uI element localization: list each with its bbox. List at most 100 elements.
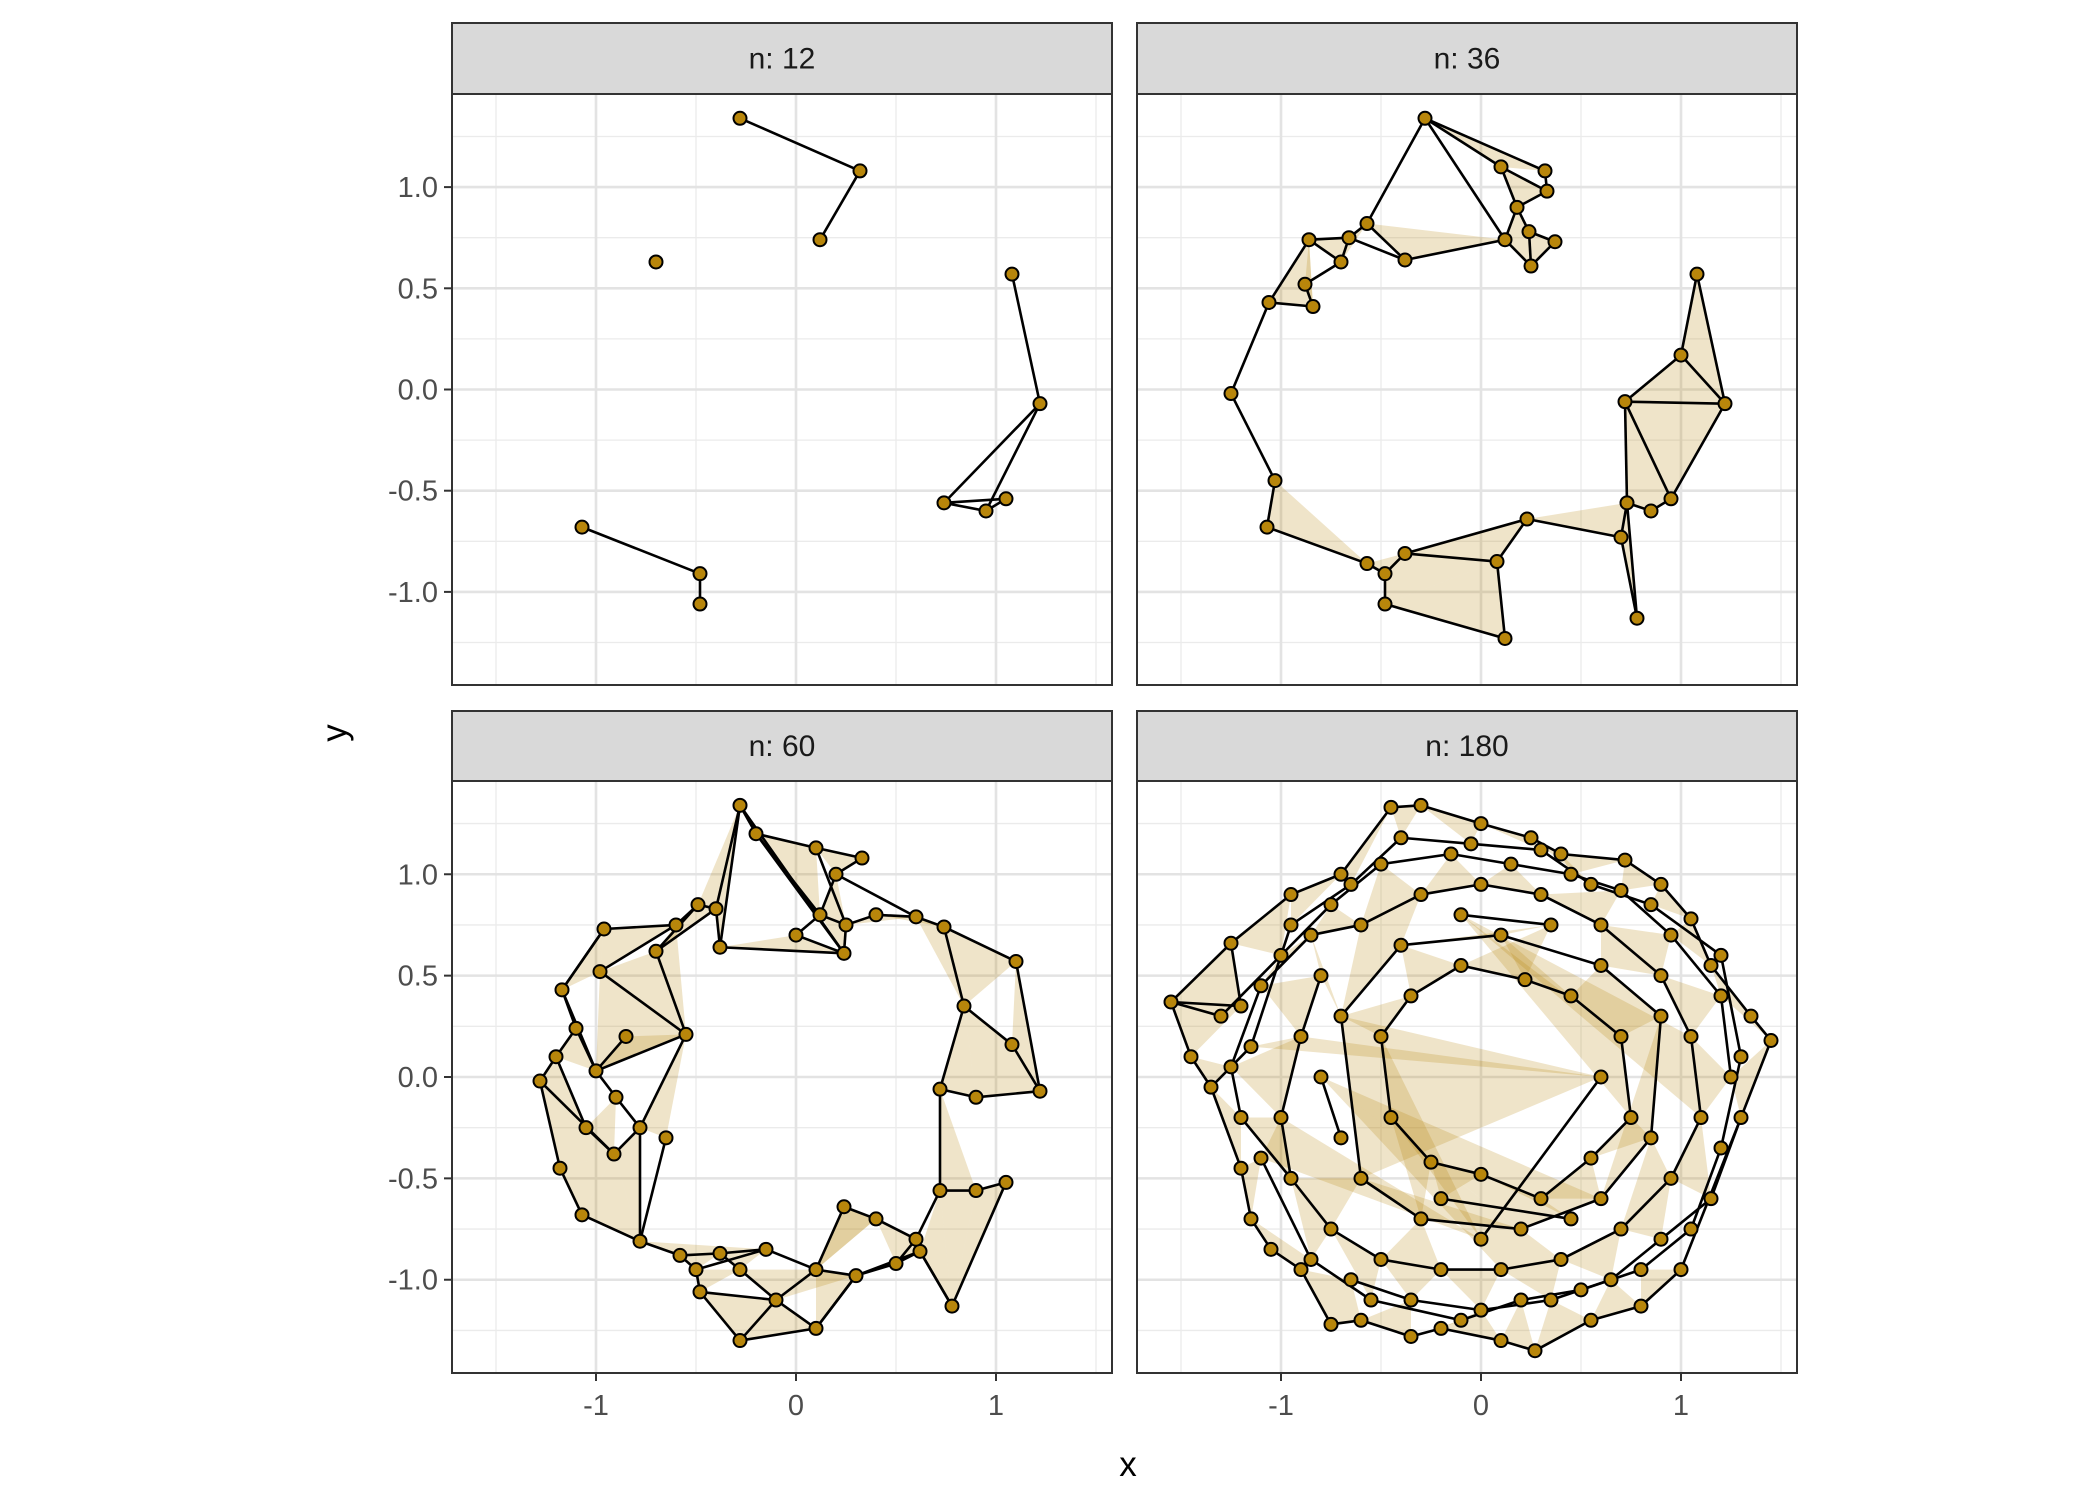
data-point bbox=[1323, 1221, 1339, 1237]
data-point bbox=[1443, 846, 1459, 862]
data-point bbox=[1303, 927, 1319, 943]
simplex-edge bbox=[654, 950, 688, 1035]
simplex-edge bbox=[1600, 923, 1662, 977]
simplex-edge bbox=[1220, 954, 1282, 1018]
simplex-edge bbox=[1290, 883, 1352, 927]
data-point bbox=[1663, 927, 1679, 943]
data-point bbox=[1563, 1211, 1579, 1227]
data-point bbox=[1489, 554, 1505, 570]
x-tick-label: 0 bbox=[1473, 1390, 1489, 1422]
y-tick-label: 0.5 bbox=[398, 961, 438, 993]
data-point bbox=[808, 1262, 824, 1278]
data-point bbox=[1563, 988, 1579, 1004]
simplex-edge bbox=[1619, 1036, 1633, 1118]
data-point bbox=[956, 998, 972, 1014]
simplex-edge bbox=[1266, 525, 1368, 565]
simplex-edge bbox=[1267, 239, 1311, 304]
simplex-triangle bbox=[1391, 805, 1421, 838]
simplex-edge bbox=[1400, 933, 1502, 947]
data-point bbox=[812, 907, 828, 923]
simplex-edge bbox=[818, 170, 862, 241]
simplex-edge bbox=[714, 805, 742, 910]
simplex-edge bbox=[1360, 893, 1422, 927]
facet-panel: n: 180 bbox=[1136, 710, 1798, 1374]
simplex-edge bbox=[1420, 883, 1482, 896]
simplex-triangle bbox=[1481, 1174, 1571, 1219]
data-point bbox=[1643, 897, 1659, 913]
simplex-edge bbox=[719, 1248, 767, 1255]
simplex-triangle bbox=[916, 916, 964, 1007]
simplex-edge bbox=[755, 832, 817, 850]
simplex-edge bbox=[1624, 354, 1682, 403]
simplex-triangle bbox=[1441, 1269, 1501, 1311]
simplex-edge bbox=[1640, 1228, 1692, 1271]
data-point bbox=[1303, 1251, 1319, 1267]
data-point bbox=[1403, 1292, 1419, 1308]
data-point bbox=[1543, 917, 1559, 933]
simplex-edge bbox=[1520, 1197, 1602, 1231]
simplex-triangle bbox=[1601, 965, 1661, 1037]
simplex-edge bbox=[1619, 536, 1639, 619]
data-point bbox=[998, 491, 1014, 507]
data-point bbox=[1583, 1150, 1599, 1166]
data-point bbox=[592, 964, 608, 980]
data-point bbox=[1417, 110, 1433, 126]
simplex-edge bbox=[595, 1033, 687, 1073]
simplex-triangle bbox=[1171, 943, 1241, 1007]
data-point bbox=[690, 897, 706, 913]
simplex-edge bbox=[581, 525, 701, 575]
facet-strip-label: n: 180 bbox=[1425, 730, 1508, 763]
simplex-edge bbox=[1650, 903, 1722, 957]
simplex-triangle bbox=[1411, 1320, 1461, 1337]
y-tick-label: -0.5 bbox=[388, 476, 438, 508]
data-point bbox=[1243, 1039, 1259, 1055]
data-point bbox=[1453, 957, 1469, 973]
simplex-edge bbox=[599, 970, 687, 1036]
simplex-triangle bbox=[1421, 853, 1481, 895]
data-point bbox=[1527, 1343, 1543, 1359]
data-point bbox=[658, 1130, 674, 1146]
data-point bbox=[1563, 866, 1579, 882]
data-point bbox=[1267, 473, 1283, 489]
simplex-edge bbox=[739, 1327, 817, 1342]
data-point bbox=[868, 1211, 884, 1227]
data-point bbox=[568, 1020, 584, 1036]
simplex-edge bbox=[1479, 1076, 1603, 1240]
simplex-edge bbox=[1299, 1268, 1333, 1325]
simplex-triangle bbox=[1461, 914, 1701, 1118]
simplex-edge bbox=[1649, 1016, 1663, 1138]
data-point bbox=[648, 254, 664, 270]
data-point bbox=[1613, 1221, 1629, 1237]
data-point bbox=[1543, 1292, 1559, 1308]
simplex-triangle bbox=[1361, 1300, 1411, 1337]
data-point bbox=[1473, 1302, 1489, 1318]
simplex-edge bbox=[1265, 480, 1277, 528]
data-point bbox=[1283, 887, 1299, 903]
simplex-edge bbox=[1624, 400, 1726, 405]
simplex-triangle bbox=[816, 1206, 876, 1270]
simplex-edge bbox=[1420, 804, 1482, 825]
simplex-triangle bbox=[586, 1097, 616, 1155]
data-point bbox=[1233, 998, 1249, 1014]
simplex-edge bbox=[595, 1035, 627, 1072]
simplex-triangle bbox=[1385, 553, 1497, 605]
data-point bbox=[912, 1243, 928, 1259]
simplex-triangle bbox=[656, 924, 686, 1035]
data-point bbox=[888, 1256, 904, 1272]
simplex-edge bbox=[775, 1268, 817, 1302]
simplex-triangle bbox=[1385, 561, 1505, 639]
data-point bbox=[1263, 1241, 1279, 1257]
data-point bbox=[1493, 1262, 1509, 1278]
simplex-triangle bbox=[1591, 1279, 1641, 1321]
simplex-edge bbox=[914, 1189, 942, 1240]
simplex-edge bbox=[1739, 1040, 1773, 1119]
data-point bbox=[1653, 1231, 1669, 1247]
data-point bbox=[1733, 1049, 1749, 1065]
data-point bbox=[868, 907, 884, 923]
simplex-triangle bbox=[876, 1218, 916, 1264]
simplex-edge bbox=[1560, 1227, 1622, 1261]
data-point bbox=[1473, 1231, 1489, 1247]
simplex-edge bbox=[1680, 354, 1726, 405]
simplex-edge bbox=[814, 1206, 846, 1271]
data-point bbox=[1713, 988, 1729, 1004]
